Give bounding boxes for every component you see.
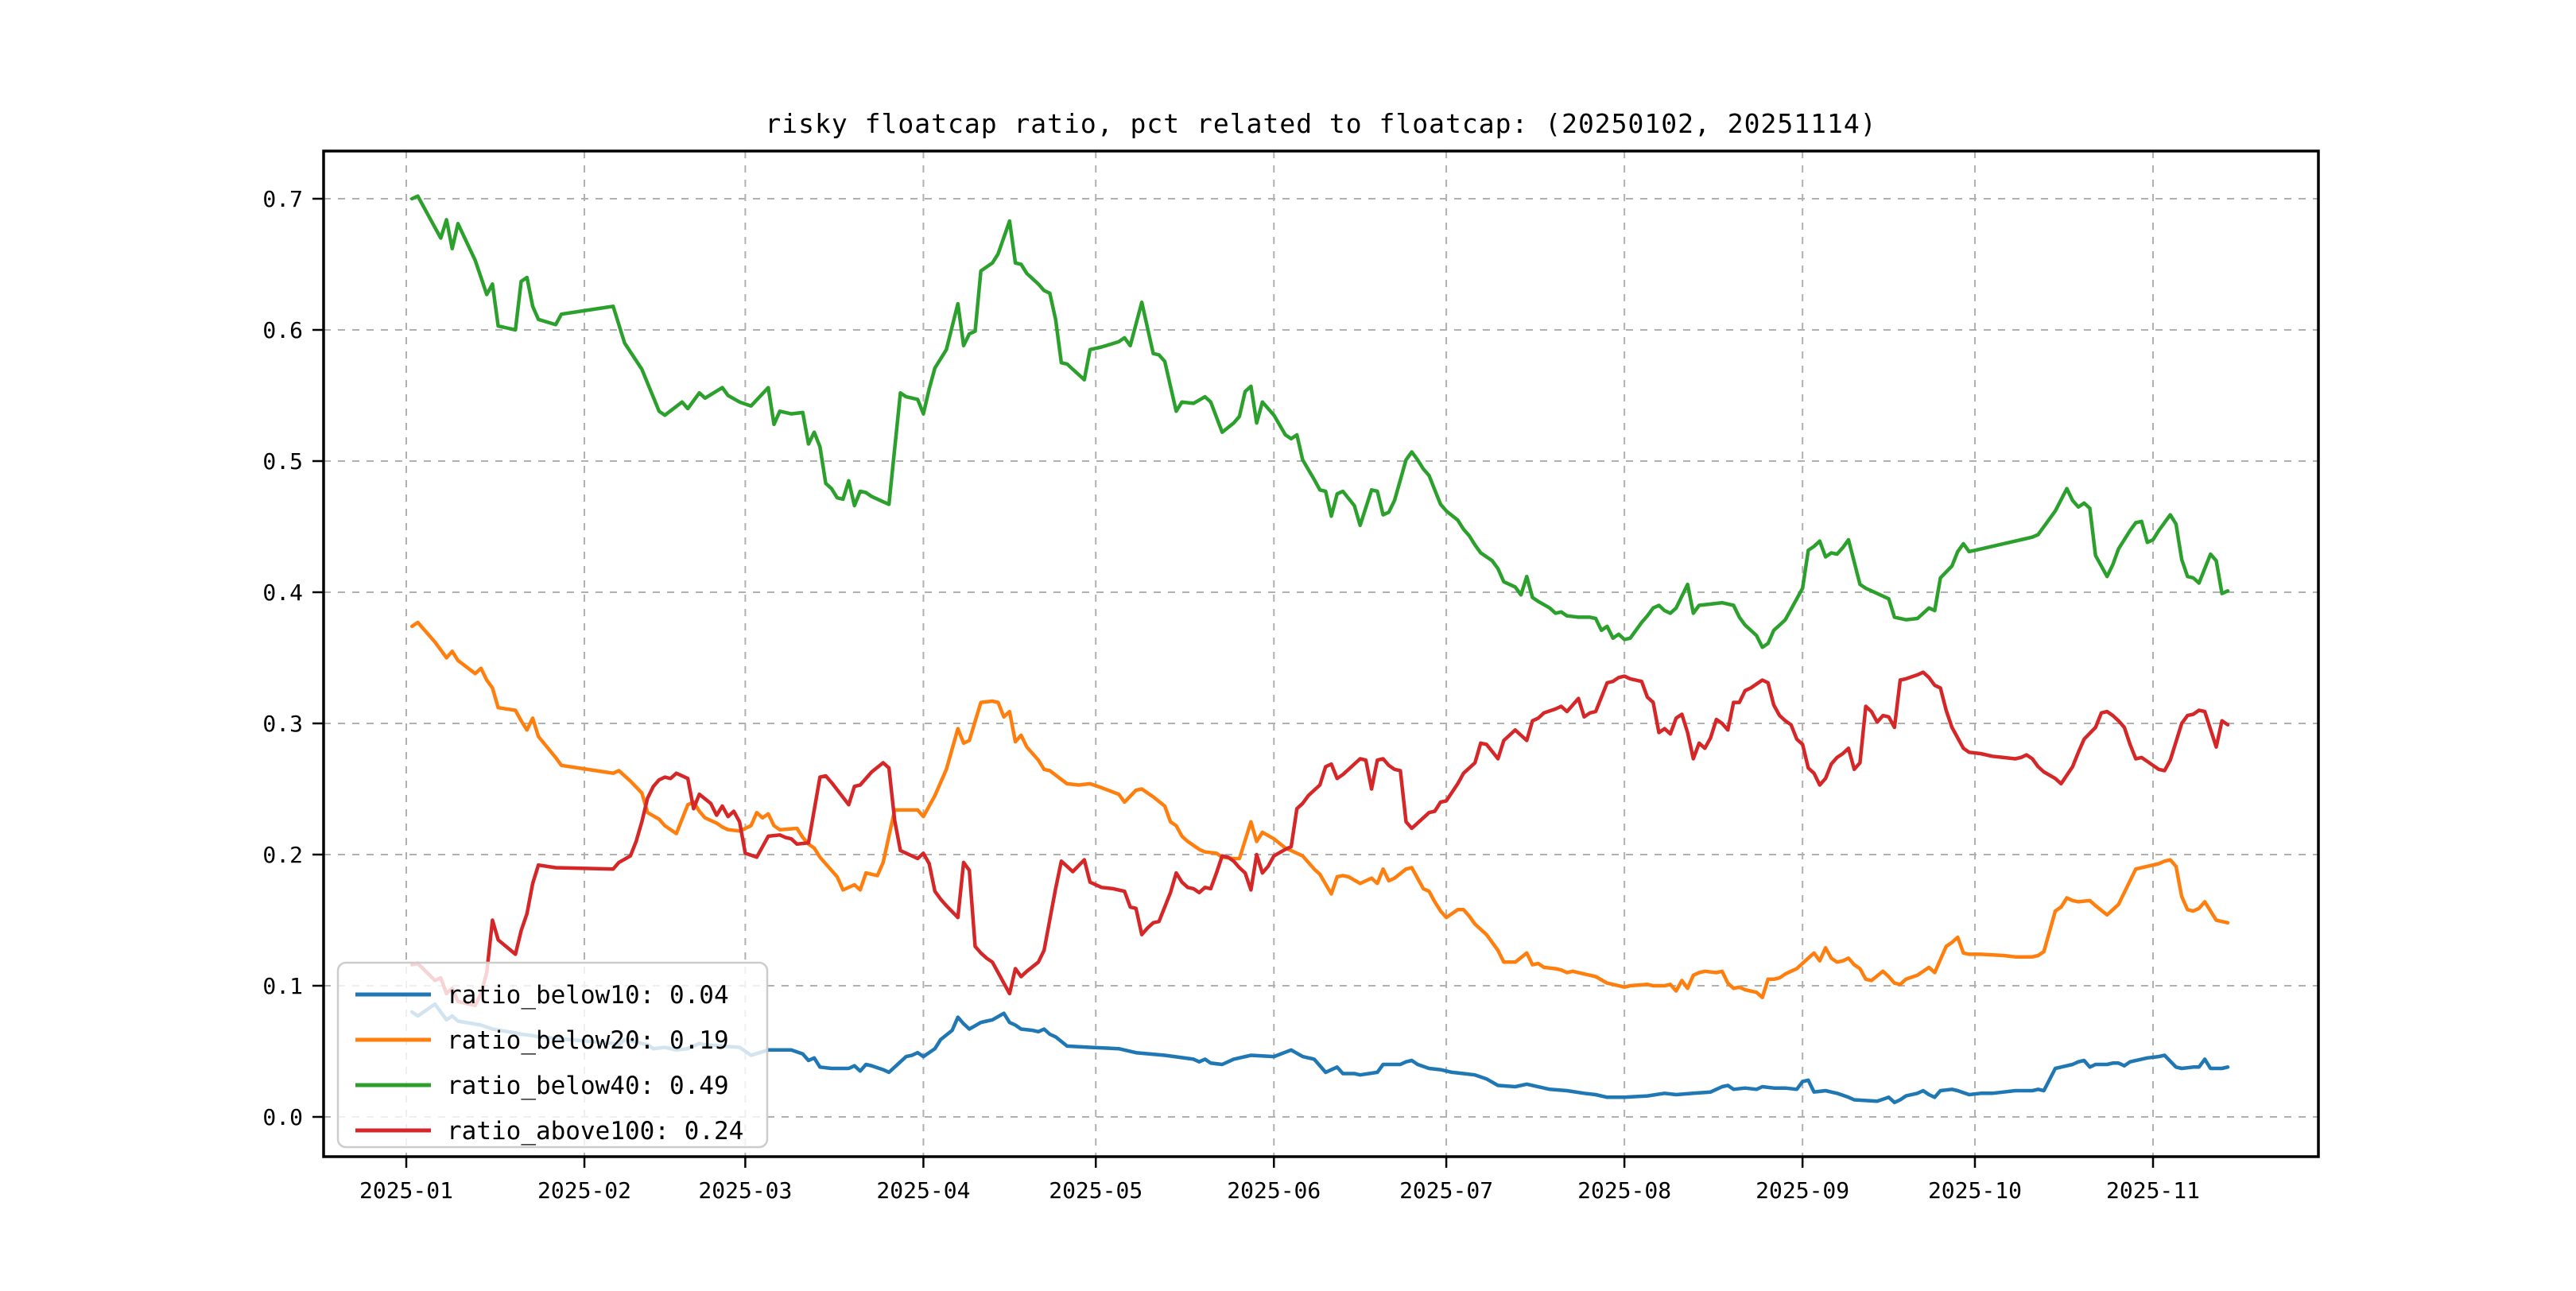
x-tick-label: 2025-05 bbox=[1049, 1177, 1143, 1204]
x-tick-label: 2025-10 bbox=[1928, 1177, 2022, 1204]
x-tick-label: 2025-01 bbox=[359, 1177, 453, 1204]
legend-label: ratio_below10: 0.04 bbox=[447, 981, 729, 1010]
legend: ratio_below10: 0.04 ratio_below20: 0.19 ra… bbox=[336, 961, 769, 1149]
series-line-ratio_above100 bbox=[409, 670, 2230, 1008]
chart-title: risky floatcap ratio, pct related to flo… bbox=[765, 108, 1877, 139]
series-line-ratio_below40 bbox=[409, 194, 2230, 649]
x-tick-label: 2025-02 bbox=[537, 1177, 631, 1204]
legend-label: ratio_below40: 0.49 bbox=[447, 1072, 729, 1100]
plot-border bbox=[322, 149, 2320, 1158]
series-line-ratio_below10 bbox=[409, 1002, 2230, 1105]
x-tick-label: 2025-07 bbox=[1399, 1177, 1493, 1204]
y-tick-label: 0.6 bbox=[262, 317, 303, 343]
y-tick-label: 0.3 bbox=[262, 711, 303, 737]
legend-box bbox=[336, 961, 769, 1149]
x-tick-label: 2025-08 bbox=[1577, 1177, 1671, 1204]
y-tick-label: 0.1 bbox=[262, 973, 303, 999]
legend-label: ratio_below20: 0.19 bbox=[447, 1026, 729, 1055]
x-tick-label: 2025-06 bbox=[1227, 1177, 1321, 1204]
x-tick-label: 2025-11 bbox=[2106, 1177, 2200, 1204]
x-tick-label: 2025-09 bbox=[1755, 1177, 1849, 1204]
y-tick-label: 0.7 bbox=[262, 186, 303, 212]
x-tick-label: 2025-03 bbox=[698, 1177, 792, 1204]
series-line-ratio_below20 bbox=[409, 620, 2230, 1000]
y-tick-label: 0.5 bbox=[262, 448, 303, 475]
y-tick-label: 0.0 bbox=[262, 1104, 303, 1130]
legend-label: ratio_above100: 0.24 bbox=[447, 1117, 743, 1146]
x-tick-label: 2025-04 bbox=[876, 1177, 970, 1204]
y-tick-label: 0.2 bbox=[262, 842, 303, 868]
y-tick-label: 0.4 bbox=[262, 580, 303, 606]
